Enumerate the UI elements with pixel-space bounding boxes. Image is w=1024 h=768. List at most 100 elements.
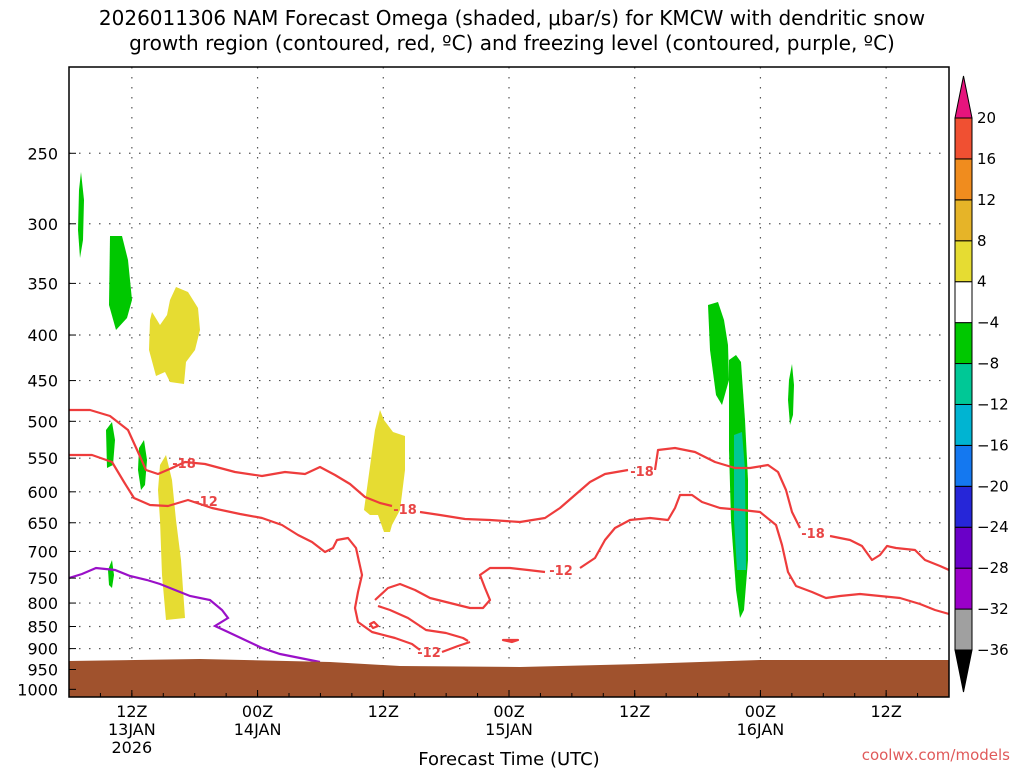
colorbar-bin bbox=[954, 322, 973, 365]
y-tick-label: 850 bbox=[27, 617, 58, 636]
omega-shade-region bbox=[108, 560, 114, 588]
dgz-contour-lower bbox=[829, 534, 949, 572]
omega-colorbar: −36 −32 −28 −24 −20 −16 −12 −8 −4 4 8 12 16 20 bbox=[954, 75, 1009, 693]
colorbar-label: −16 bbox=[977, 436, 1009, 454]
dgz-contour-small bbox=[501, 638, 520, 644]
x-tick-label: 00Z bbox=[242, 702, 273, 721]
dgz-contour-lower bbox=[579, 493, 949, 616]
contour-label: -18 bbox=[172, 457, 196, 472]
colorbar-bin bbox=[954, 240, 973, 283]
dgz-contour-lower bbox=[69, 453, 421, 651]
dgz-contour-upper bbox=[419, 468, 629, 524]
contour-label: -18 bbox=[393, 503, 417, 518]
colorbar-bin bbox=[954, 363, 973, 405]
y-tick-label: 800 bbox=[27, 594, 58, 613]
x-tick-label: 12Z bbox=[619, 702, 650, 721]
freezing-level-contour bbox=[69, 566, 321, 664]
x-tick-label: 15JAN bbox=[485, 720, 533, 739]
site-credit: coolwx.com/models bbox=[861, 746, 1010, 764]
colorbar-bin bbox=[954, 608, 973, 651]
contour-label: -18 bbox=[630, 465, 654, 480]
dgz-contour-lower bbox=[374, 566, 546, 610]
contour-label: -18 bbox=[801, 527, 825, 542]
colorbar-bin bbox=[954, 403, 973, 446]
y-tick-label: 900 bbox=[27, 640, 58, 659]
colorbar-label: −24 bbox=[977, 518, 1009, 536]
contour-labels: -18 -18 -12 -18 -18 -12 -12 bbox=[172, 457, 825, 661]
dgz-contour-lower bbox=[377, 604, 469, 642]
x-tick-label: 2026 bbox=[111, 738, 152, 757]
omega-shade-region bbox=[158, 455, 185, 620]
contour-label: -12 bbox=[194, 495, 218, 510]
colorbar-label: −28 bbox=[977, 559, 1009, 577]
omega-shade-region bbox=[138, 440, 147, 490]
grid-layer bbox=[69, 67, 949, 697]
omega-shading bbox=[78, 172, 794, 620]
y-tick-label: 450 bbox=[27, 372, 58, 391]
x-tick-label: 00Z bbox=[493, 702, 524, 721]
omega-shade-region bbox=[708, 302, 729, 405]
colorbar-under-arrow bbox=[954, 649, 973, 693]
y-tick-label: 400 bbox=[27, 326, 58, 345]
freezing-level-contours bbox=[69, 566, 321, 664]
chart-title: 2026011306 NAM Forecast Omega (shaded, μ… bbox=[0, 6, 1024, 56]
x-tick-label: 13JAN bbox=[108, 720, 156, 739]
colorbar-bin bbox=[954, 485, 973, 528]
y-tick-label: 750 bbox=[27, 569, 58, 588]
colorbar-over-arrow bbox=[954, 75, 973, 119]
y-tick-label: 650 bbox=[27, 514, 58, 533]
y-tick-label: 600 bbox=[27, 483, 58, 502]
dgz-contour-small bbox=[368, 620, 380, 630]
omega-shade-region bbox=[788, 364, 794, 425]
colorbar-bin bbox=[954, 199, 973, 242]
pressure-axis: 250 300 350 400 450 500 550 600 650 700 750 800 850 9… bbox=[17, 144, 76, 699]
dendritic-growth-contours bbox=[69, 408, 949, 654]
colorbar-label: −4 bbox=[977, 314, 999, 332]
x-tick-label: 12Z bbox=[368, 702, 399, 721]
omega-shade-region bbox=[149, 287, 200, 384]
y-tick-label: 1000 bbox=[17, 680, 58, 699]
dgz-contour-upper bbox=[69, 408, 393, 508]
x-tick-label: 14JAN bbox=[234, 720, 282, 739]
x-axis-title: Forecast Time (UTC) bbox=[418, 749, 599, 768]
x-tick-label: 16JAN bbox=[737, 720, 785, 739]
y-tick-label: 700 bbox=[27, 542, 58, 561]
colorbar-label: 4 bbox=[977, 273, 987, 291]
colorbar-label: −36 bbox=[977, 641, 1009, 659]
terrain-surface bbox=[69, 659, 949, 697]
colorbar-bin bbox=[954, 444, 973, 487]
colorbar-label: −20 bbox=[977, 477, 1009, 495]
omega-shade-region bbox=[109, 236, 132, 330]
dgz-contour-upper bbox=[653, 446, 801, 529]
colorbar-label: 16 bbox=[977, 150, 996, 168]
colorbar-bin bbox=[954, 526, 973, 569]
colorbar-label: −8 bbox=[977, 355, 999, 373]
colorbar-bin bbox=[954, 158, 973, 201]
x-tick-label: 12Z bbox=[116, 702, 147, 721]
colorbar-label: −12 bbox=[977, 395, 1009, 413]
colorbar-label: −32 bbox=[977, 600, 1009, 618]
y-tick-label: 250 bbox=[27, 144, 58, 163]
y-tick-label: 500 bbox=[27, 412, 58, 431]
omega-shade-region bbox=[734, 432, 746, 570]
chart-title-line1: 2026011306 NAM Forecast Omega (shaded, μ… bbox=[98, 6, 926, 30]
colorbar-label: 20 bbox=[977, 109, 996, 127]
x-tick-label: 12Z bbox=[870, 702, 901, 721]
colorbar-label: 12 bbox=[977, 191, 996, 209]
colorbar-bin bbox=[954, 567, 973, 610]
y-tick-label: 350 bbox=[27, 274, 58, 293]
omega-shade-region bbox=[78, 172, 84, 258]
colorbar-bin bbox=[954, 117, 973, 160]
omega-shade-region bbox=[106, 422, 115, 468]
colorbar-bin bbox=[954, 281, 973, 324]
contour-label: -12 bbox=[549, 564, 573, 579]
chart-title-line2: growth region (contoured, red, ºC) and f… bbox=[129, 31, 895, 55]
x-tick-label: 00Z bbox=[745, 702, 776, 721]
y-tick-label: 300 bbox=[27, 215, 58, 234]
y-tick-label: 950 bbox=[27, 661, 58, 680]
contour-label: -12 bbox=[417, 646, 441, 661]
y-tick-label: 550 bbox=[27, 449, 58, 468]
dgz-contour-lower bbox=[441, 640, 471, 654]
